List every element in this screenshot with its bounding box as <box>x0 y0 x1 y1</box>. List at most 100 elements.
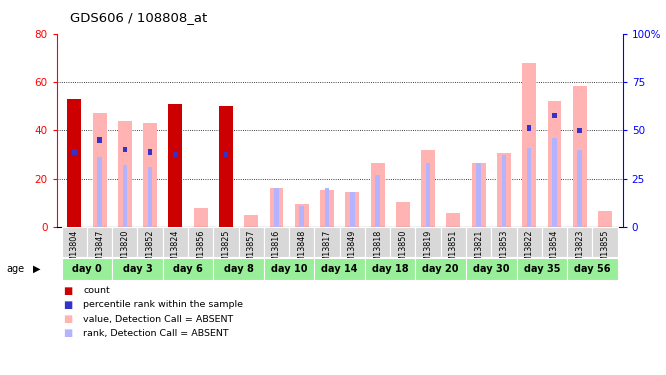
Bar <box>137 227 163 257</box>
Bar <box>97 158 102 227</box>
Bar <box>592 227 617 257</box>
Bar <box>346 192 359 227</box>
Bar <box>552 113 557 118</box>
Bar <box>244 215 258 227</box>
Bar <box>370 163 384 227</box>
Bar <box>213 227 238 257</box>
Text: ■: ■ <box>63 286 73 296</box>
Text: GSM13821: GSM13821 <box>474 229 483 273</box>
Bar <box>72 149 77 155</box>
Text: GSM13818: GSM13818 <box>373 229 382 273</box>
Text: GSM13857: GSM13857 <box>246 229 256 273</box>
Text: GSM13823: GSM13823 <box>575 229 584 273</box>
Bar <box>542 227 567 257</box>
Text: day 56: day 56 <box>574 264 611 274</box>
Text: GSM13851: GSM13851 <box>449 229 458 273</box>
Bar <box>396 202 410 227</box>
Text: day 8: day 8 <box>224 264 254 274</box>
Bar <box>350 192 354 227</box>
Bar <box>441 227 466 257</box>
Bar <box>365 258 416 280</box>
Bar <box>93 113 107 227</box>
Bar <box>552 138 557 227</box>
Bar <box>320 190 334 227</box>
Bar <box>577 150 582 227</box>
Text: rank, Detection Call = ABSENT: rank, Detection Call = ABSENT <box>83 329 229 338</box>
Bar <box>295 204 309 227</box>
Text: GSM13820: GSM13820 <box>121 229 129 273</box>
Text: GSM13804: GSM13804 <box>70 229 79 273</box>
Bar <box>314 227 340 257</box>
Bar <box>173 152 178 157</box>
Bar <box>123 147 127 152</box>
Bar <box>567 258 617 280</box>
Bar <box>148 167 153 227</box>
Bar <box>264 258 314 280</box>
Bar <box>194 208 208 227</box>
Text: ■: ■ <box>63 328 73 338</box>
Text: GSM13822: GSM13822 <box>525 229 533 273</box>
Text: count: count <box>83 286 110 295</box>
Bar <box>426 163 430 227</box>
Bar <box>97 137 102 142</box>
Bar <box>163 258 213 280</box>
Text: day 14: day 14 <box>322 264 358 274</box>
Bar <box>112 227 137 257</box>
Text: GSM13856: GSM13856 <box>196 229 205 273</box>
Bar <box>527 125 531 130</box>
Text: GSM13848: GSM13848 <box>297 229 306 273</box>
Text: GSM13852: GSM13852 <box>146 229 155 273</box>
Bar <box>340 227 365 257</box>
Bar <box>62 258 112 280</box>
Bar <box>213 258 264 280</box>
Bar <box>416 227 441 257</box>
Bar <box>62 227 87 257</box>
Text: day 10: day 10 <box>271 264 308 274</box>
Bar <box>466 258 517 280</box>
Bar <box>118 121 132 227</box>
Bar <box>598 211 612 227</box>
Bar <box>300 206 304 227</box>
Bar <box>238 227 264 257</box>
Bar <box>289 227 314 257</box>
Bar <box>476 163 481 227</box>
Bar <box>466 227 492 257</box>
Bar <box>274 188 279 227</box>
Bar <box>517 258 567 280</box>
Bar <box>527 148 531 227</box>
Bar <box>390 227 416 257</box>
Bar <box>224 152 228 157</box>
Text: day 6: day 6 <box>173 264 203 274</box>
Bar <box>325 188 329 227</box>
Bar <box>416 258 466 280</box>
Text: GSM13847: GSM13847 <box>95 229 104 273</box>
Text: day 18: day 18 <box>372 264 408 274</box>
Bar <box>365 227 390 257</box>
Text: GSM13853: GSM13853 <box>500 229 508 273</box>
Bar <box>472 163 486 227</box>
Bar <box>547 101 561 227</box>
Text: GSM13849: GSM13849 <box>348 229 357 273</box>
Text: percentile rank within the sample: percentile rank within the sample <box>83 300 243 309</box>
Bar <box>163 227 188 257</box>
Text: age: age <box>7 264 25 274</box>
Bar <box>123 165 127 227</box>
Bar <box>577 128 582 133</box>
Bar <box>168 104 182 227</box>
Text: day 0: day 0 <box>72 264 102 274</box>
Bar <box>522 63 536 227</box>
Text: GSM13854: GSM13854 <box>550 229 559 273</box>
Text: ■: ■ <box>63 314 73 324</box>
Text: day 35: day 35 <box>523 264 560 274</box>
Bar <box>492 227 517 257</box>
Text: day 3: day 3 <box>123 264 153 274</box>
Text: day 20: day 20 <box>422 264 459 274</box>
Bar <box>573 86 587 227</box>
Bar <box>314 258 365 280</box>
Text: GSM13824: GSM13824 <box>171 229 180 273</box>
Text: GSM13825: GSM13825 <box>221 229 230 273</box>
Bar <box>87 227 112 257</box>
Text: GSM13819: GSM13819 <box>424 229 433 273</box>
Text: GSM13850: GSM13850 <box>398 229 408 273</box>
Bar <box>112 258 163 280</box>
